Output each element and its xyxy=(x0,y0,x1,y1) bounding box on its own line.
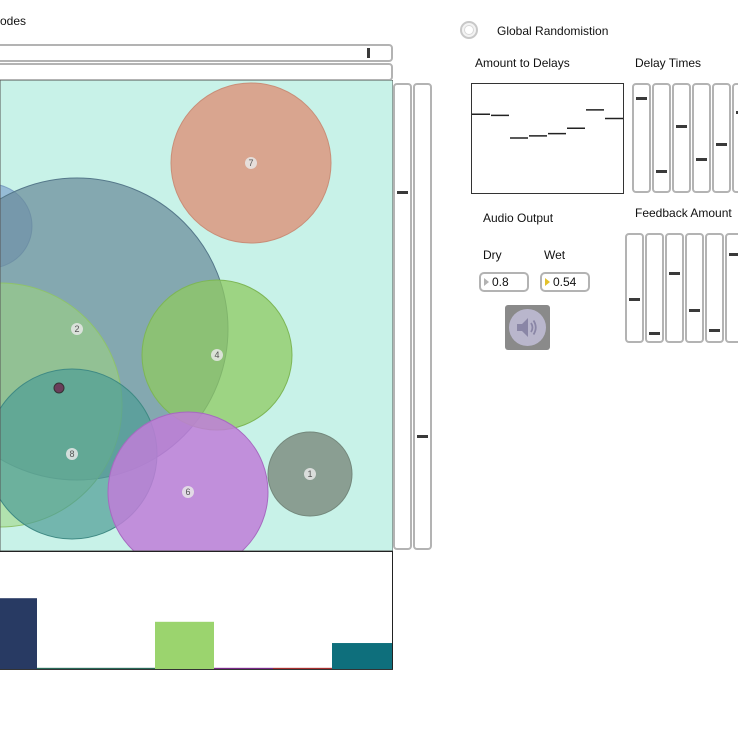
delay-time-slider-knob[interactable] xyxy=(656,170,667,174)
node-label-2: 2 xyxy=(74,324,79,334)
wet-number-box[interactable]: 0.54 xyxy=(540,272,590,292)
listener-dot[interactable] xyxy=(53,382,65,394)
node-label-1: 1 xyxy=(307,469,312,479)
delay-times-label: Delay Times xyxy=(635,56,702,70)
level-bar xyxy=(332,643,393,669)
node-label-8: 8 xyxy=(69,449,74,459)
feedback-slider-6[interactable] xyxy=(725,233,738,343)
speaker-icon xyxy=(517,318,537,337)
side-slider-right-knob[interactable] xyxy=(417,434,428,438)
delay-time-slider-4[interactable] xyxy=(692,83,711,193)
side-slider-left[interactable] xyxy=(393,83,412,550)
dry-value: 0.8 xyxy=(492,275,509,289)
global-randomisation-toggle[interactable] xyxy=(460,21,478,39)
feedback-amount-label: Feedback Amount xyxy=(635,206,732,220)
delay-time-slider-1[interactable] xyxy=(632,83,651,193)
window-title: odes xyxy=(0,14,27,28)
delay-time-slider-knob[interactable] xyxy=(676,125,687,129)
delay-time-slider-knob[interactable] xyxy=(716,142,727,146)
feedback-slider-knob[interactable] xyxy=(629,297,640,301)
level-bar xyxy=(214,667,273,669)
global-randomisation-label: Global Randomistion xyxy=(497,24,609,38)
delay-time-slider-5[interactable] xyxy=(712,83,731,193)
level-bars xyxy=(0,551,393,670)
level-bar xyxy=(37,667,155,669)
feedback-slider-3[interactable] xyxy=(665,233,684,343)
feedback-slider-knob[interactable] xyxy=(649,331,660,335)
dry-label: Dry xyxy=(483,248,502,262)
audio-on-button[interactable] xyxy=(505,305,550,350)
feedback-slider-5[interactable] xyxy=(705,233,724,343)
feedback-slider-4[interactable] xyxy=(685,233,704,343)
feedback-slider-knob[interactable] xyxy=(689,309,700,313)
dry-number-box[interactable]: 0.8 xyxy=(479,272,529,292)
node-circle-6[interactable] xyxy=(107,411,269,551)
node-name-field[interactable] xyxy=(0,63,393,81)
level-bar xyxy=(0,598,37,669)
level-bar xyxy=(273,667,332,669)
side-slider-right[interactable] xyxy=(413,83,432,550)
feedback-slider-knob[interactable] xyxy=(729,252,738,256)
node-label-6: 6 xyxy=(185,487,190,497)
delay-time-slider-knob[interactable] xyxy=(636,97,647,101)
feedback-slider-knob[interactable] xyxy=(669,272,680,276)
delay-time-slider-knob[interactable] xyxy=(696,158,707,162)
top-slider-knob[interactable] xyxy=(366,48,370,58)
feedback-slider-knob[interactable] xyxy=(709,328,720,332)
delay-time-slider-6[interactable] xyxy=(732,83,738,193)
delay-time-slider-3[interactable] xyxy=(672,83,691,193)
feedback-slider-1[interactable] xyxy=(625,233,644,343)
audio-output-label: Audio Output xyxy=(483,211,554,225)
node-label-7: 7 xyxy=(248,158,253,168)
delay-time-slider-knob[interactable] xyxy=(736,110,738,114)
wet-value: 0.54 xyxy=(553,275,577,289)
top-slider[interactable] xyxy=(0,44,393,62)
level-bar xyxy=(155,621,214,669)
feedback-slider-2[interactable] xyxy=(645,233,664,343)
wet-label: Wet xyxy=(544,248,566,262)
amount-to-delays-label: Amount to Delays xyxy=(475,56,570,70)
delay-time-slider-2[interactable] xyxy=(652,83,671,193)
side-slider-left-knob[interactable] xyxy=(397,190,408,194)
node-canvas[interactable]: 7 2 4 8 6 1 xyxy=(0,80,393,551)
amount-to-delays-multislider[interactable] xyxy=(471,83,624,194)
node-label-4: 4 xyxy=(214,350,219,360)
